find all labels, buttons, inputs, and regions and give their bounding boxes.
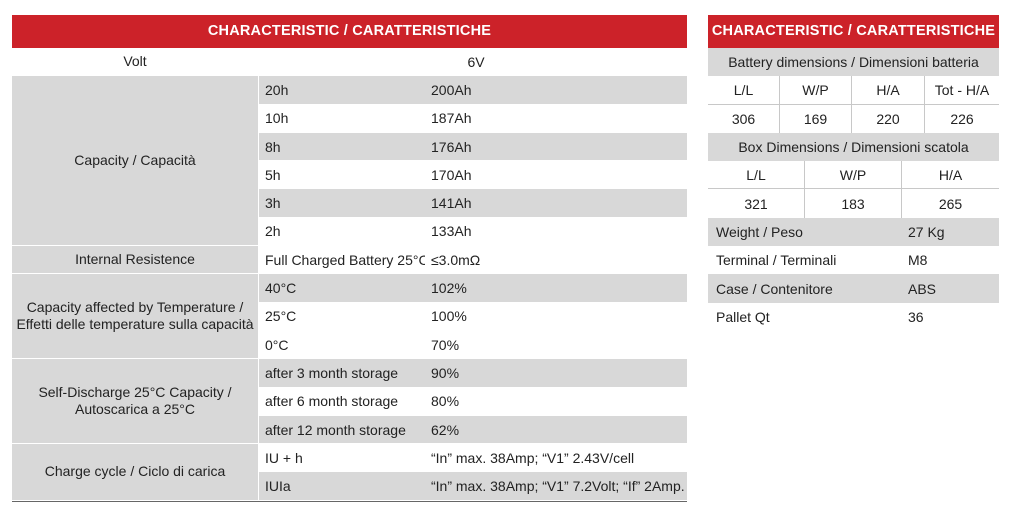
property-label: Weight / Peso <box>716 223 803 240</box>
storage-capacity: 62% <box>425 415 687 445</box>
temperature-value-label: 0°C <box>259 330 425 360</box>
battery-dimensions-title: Battery dimensions / Dimensioni batteria <box>728 54 979 71</box>
capacity-value: 200Ah <box>425 76 687 105</box>
temperature-label-line1: Capacity affected by Temperature / <box>26 298 244 315</box>
storage-capacity: 80% <box>425 387 687 416</box>
self-discharge-label-line2: Autoscarica a 25°C <box>75 401 195 418</box>
volt-label: Volt <box>12 48 259 77</box>
property-value: ABS <box>908 280 937 297</box>
dimension-value: 226 <box>950 110 974 127</box>
column-header: L/L <box>708 76 780 104</box>
dimension-value: 169 <box>780 104 852 133</box>
dimension-value: 306 <box>708 104 780 133</box>
property-value: M8 <box>908 252 928 269</box>
property-row: Pallet Qt 36 <box>708 302 999 331</box>
internal-resistance-value: ≤3.0mΩ <box>425 246 687 275</box>
column-header: H/A <box>938 166 963 183</box>
temperature-value-label: 40°C <box>259 274 425 303</box>
dimension-value: 265 <box>938 195 963 212</box>
capacity-rate: 20h <box>259 76 425 105</box>
charge-cycle-label: Charge cycle / Ciclo di carica <box>12 444 259 501</box>
capacity-value: 170Ah <box>425 161 687 190</box>
charge-mode: IU + h <box>259 444 425 473</box>
volt-value: 6V <box>259 48 687 77</box>
temperature-value-label: 25°C <box>259 302 425 331</box>
temperature-capacity: 102% <box>425 274 687 303</box>
capacity-rate: 3h <box>259 189 425 218</box>
dimension-value: 321 <box>708 189 805 218</box>
box-dimensions-header-row: L/L W/P H/A <box>708 161 999 190</box>
battery-dimensions-values-row: 306 169 220 226 <box>708 104 999 133</box>
capacity-label: Capacity / Capacità <box>12 76 259 247</box>
capacity-rate: 5h <box>259 161 425 190</box>
box-dimensions-values-row: 321 183 265 <box>708 189 999 218</box>
storage-period: after 3 month storage <box>259 359 425 388</box>
internal-resistance-condition: Full Charged Battery 25°C <box>259 246 425 275</box>
capacity-rate: 10h <box>259 104 425 133</box>
box-dimensions-title-row: Box Dimensions / Dimensioni scatola <box>708 132 999 162</box>
column-header: W/P <box>780 76 852 104</box>
property-row: Case / Contenitore ABS <box>708 274 999 303</box>
internal-resistance-label: Internal Resistence <box>12 246 259 275</box>
battery-dimensions-title-row: Battery dimensions / Dimensioni batteria <box>708 48 999 77</box>
column-header: H/A <box>852 76 925 104</box>
storage-period: after 6 month storage <box>259 387 425 416</box>
dimension-value: 183 <box>805 189 902 218</box>
self-discharge-label-line1: Self-Discharge 25°C Capacity / <box>38 383 232 400</box>
property-value: 36 <box>908 308 924 325</box>
property-row: Terminal / Terminali M8 <box>708 246 999 275</box>
column-header: W/P <box>805 161 902 189</box>
storage-period: after 12 month storage <box>259 415 425 445</box>
property-label: Pallet Qt <box>716 308 770 325</box>
property-value: 27 Kg <box>908 223 945 240</box>
capacity-value: 187Ah <box>425 104 687 133</box>
property-row: Weight / Peso 27 Kg <box>708 217 999 247</box>
self-discharge-label: Self-Discharge 25°C Capacity / Autoscari… <box>12 359 259 445</box>
temperature-label: Capacity affected by Temperature / Effet… <box>12 274 259 360</box>
temperature-label-line2: Effetti delle temperature sulla capacità <box>16 316 254 333</box>
table-header: CHARACTERISTIC / CARATTERISTICHE <box>12 15 687 48</box>
capacity-value: 141Ah <box>425 189 687 218</box>
charge-mode: IUIa <box>259 472 425 501</box>
temperature-capacity: 100% <box>425 302 687 331</box>
battery-dimensions-header-row: L/L W/P H/A Tot - H/A <box>708 76 999 105</box>
dimension-value: 220 <box>852 104 925 133</box>
dimensions-table: CHARACTERISTIC / CARATTERISTICHE Battery… <box>708 15 999 331</box>
storage-capacity: 90% <box>425 359 687 388</box>
characteristics-table: CHARACTERISTIC / CARATTERISTICHE Volt 6V… <box>12 15 687 502</box>
temperature-capacity: 70% <box>425 330 687 360</box>
capacity-rate: 2h <box>259 217 425 247</box>
table-header: CHARACTERISTIC / CARATTERISTICHE <box>708 15 999 48</box>
column-header: L/L <box>708 161 805 189</box>
charge-mode-value: “In” max. 38Amp; “V1” 2.43V/cell <box>425 444 687 473</box>
charge-mode-value: “In” max. 38Amp; “V1” 7.2Volt; “If” 2Amp… <box>425 472 687 501</box>
capacity-value: 176Ah <box>425 132 687 162</box>
characteristics-grid: Volt 6V Capacity / Capacità 20h 200Ah 10… <box>12 48 687 502</box>
property-label: Case / Contenitore <box>716 280 833 297</box>
column-header: Tot - H/A <box>934 81 990 98</box>
box-dimensions-title: Box Dimensions / Dimensioni scatola <box>738 139 969 156</box>
capacity-value: 133Ah <box>425 217 687 247</box>
property-label: Terminal / Terminali <box>716 252 837 269</box>
capacity-rate: 8h <box>259 132 425 162</box>
